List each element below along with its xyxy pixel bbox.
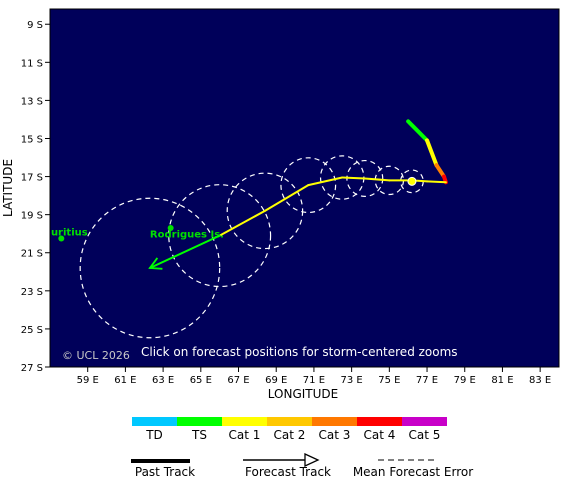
- lat-tick-label: 27 S: [21, 363, 43, 374]
- category-label: Cat 5: [409, 428, 441, 442]
- plot-area[interactable]: uritius Rodrigues Is. © UCL 2026 Click on…: [49, 8, 560, 368]
- lat-tick-label: 23 S: [21, 287, 43, 298]
- category-label: Cat 3: [319, 428, 351, 442]
- lon-tick-label: 69 E: [265, 375, 287, 386]
- lon-tick-label: 71 E: [303, 375, 325, 386]
- lon-tick-label: 79 E: [454, 375, 476, 386]
- forecast-track-segment[interactable]: [307, 176, 344, 187]
- category-swatch: [222, 417, 267, 426]
- category-swatch: [312, 417, 357, 426]
- longitude-ticks: 59 E 61 E 63 E 65 E 67 E 69 E 71 E 73 E 75 E 77 E…: [77, 367, 551, 386]
- island-marker: [167, 224, 174, 231]
- forecast-track-segment[interactable]: [363, 177, 391, 182]
- lon-tick-label: 77 E: [416, 375, 438, 386]
- place-label: Rodrigues Is.: [150, 230, 224, 241]
- lat-tick-label: 9 S: [27, 20, 43, 31]
- lat-tick-label: 13 S: [21, 96, 43, 107]
- plot-border: [49, 8, 560, 368]
- past-track: [406, 119, 448, 185]
- lon-tick-label: 59 E: [77, 375, 99, 386]
- category-label: TD: [145, 428, 163, 442]
- legend: TD TS Cat 1 Cat 2 Cat 3 Cat 4 Cat 5 Past Track…: [131, 417, 473, 479]
- past-track-legend-label: Past Track: [135, 465, 195, 479]
- lat-tick-label: 19 S: [21, 211, 43, 222]
- category-legend: TD TS Cat 1 Cat 2 Cat 3 Cat 4 Cat 5: [132, 417, 447, 442]
- forecast-track-segment[interactable]: [148, 234, 221, 269]
- lon-tick-label: 65 E: [190, 375, 212, 386]
- lon-tick-label: 63 E: [152, 375, 174, 386]
- forecast-track-segment[interactable]: [263, 184, 310, 212]
- mean-error-circle: [79, 197, 221, 339]
- current-position-marker[interactable]: [407, 176, 417, 186]
- lon-tick-label: 73 E: [341, 375, 363, 386]
- category-label: TS: [191, 428, 207, 442]
- lon-tick-label: 81 E: [491, 375, 513, 386]
- category-swatch: [267, 417, 312, 426]
- instruction-text: Click on forecast positions for storm-ce…: [141, 345, 458, 359]
- mean-error-circle: [226, 172, 304, 250]
- lon-tick-label: 83 E: [529, 375, 551, 386]
- lon-tick-label: 75 E: [378, 375, 400, 386]
- lat-tick-label: 11 S: [21, 58, 43, 69]
- category-label: Cat 4: [364, 428, 396, 442]
- category-label: Cat 1: [229, 428, 261, 442]
- past-track-segment: [425, 138, 439, 168]
- forecast-track-segment[interactable]: [218, 209, 266, 237]
- latitude-ticks: 9 S 11 S 13 S 15 S 17 S 19 S 21 S 23 S 25 S 27 S: [21, 20, 50, 374]
- lat-tick-label: 21 S: [21, 249, 43, 260]
- lat-tick-label: 17 S: [21, 173, 43, 184]
- forecast-arrow-icon: [148, 257, 163, 270]
- lon-tick-label: 61 E: [114, 375, 136, 386]
- mean-error-circle: [168, 184, 272, 288]
- past-track-segment: [434, 163, 447, 179]
- forecast-track-segment[interactable]: [341, 176, 366, 180]
- forecast-track[interactable]: [148, 176, 447, 270]
- forecast-track-legend-label: Forecast Track: [245, 465, 331, 479]
- x-axis-title: LONGITUDE: [268, 387, 338, 401]
- y-axis-title: LATITUDE: [1, 159, 15, 217]
- copyright-label: © UCL 2026: [62, 349, 130, 362]
- forecast-track-segment[interactable]: [426, 180, 447, 184]
- forecast-arrow-icon: [304, 452, 320, 468]
- lon-tick-label: 67 E: [227, 375, 249, 386]
- mean-error-legend-label: Mean Forecast Error: [353, 465, 473, 479]
- past-track-segment: [406, 119, 430, 143]
- island-marker: [58, 235, 65, 242]
- mean-error-circle: [280, 157, 337, 214]
- category-swatch: [357, 417, 402, 426]
- category-swatch: [402, 417, 447, 426]
- place-label: uritius: [51, 228, 88, 239]
- category-swatch: [132, 417, 177, 426]
- category-swatch: [177, 417, 222, 426]
- category-label: Cat 2: [274, 428, 306, 442]
- forecast-positions[interactable]: [407, 176, 417, 186]
- lat-tick-label: 15 S: [21, 134, 43, 145]
- lat-tick-label: 25 S: [21, 325, 43, 336]
- place-markers: uritius Rodrigues Is.: [51, 224, 224, 242]
